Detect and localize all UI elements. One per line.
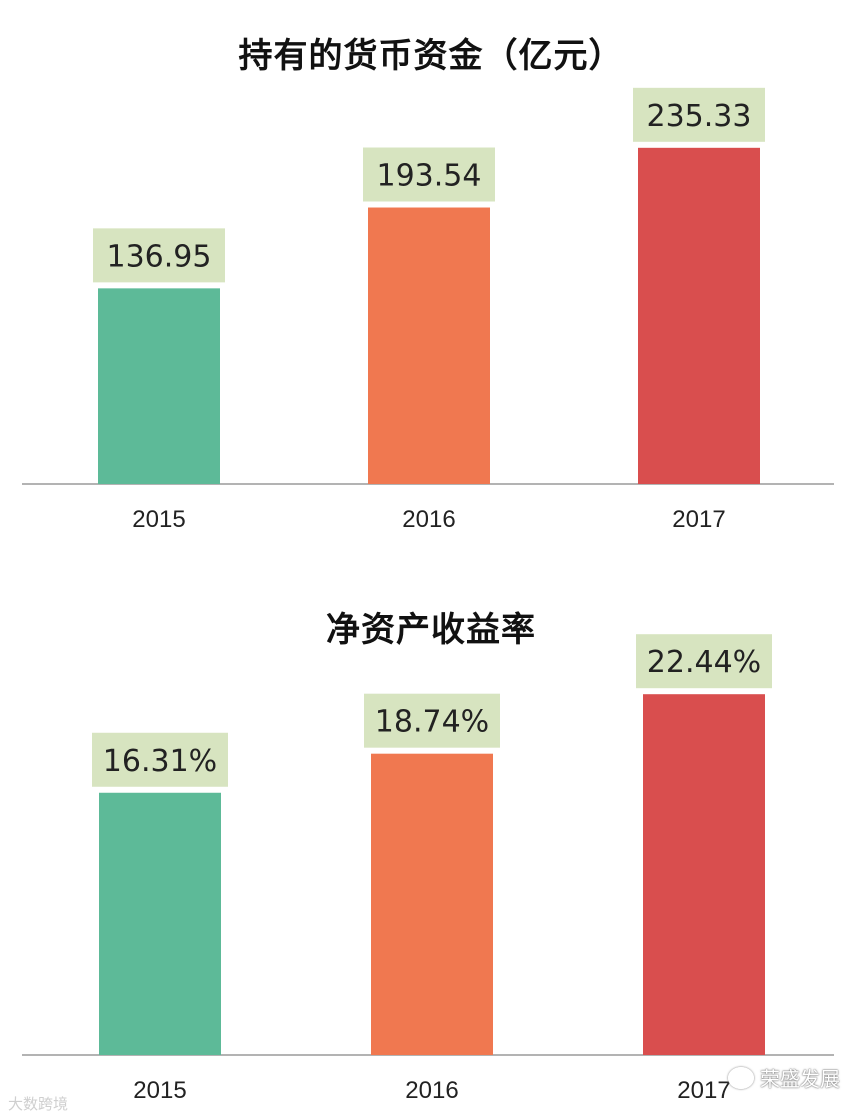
- chart-monetary-funds: 持有的货币资金（亿元） 136.95 2015 193.54 2016 235.33 20…: [22, 36, 834, 533]
- data-label-box: [363, 147, 495, 202]
- bar-2015: [98, 288, 220, 484]
- bar-chart-svg: 16.31% 2015 18.74% 2016 22.44% 2017: [22, 634, 834, 1104]
- data-label-box: [364, 693, 500, 748]
- data-label: 136.95: [107, 239, 212, 274]
- watermark-right: 荣盛发展: [728, 1063, 840, 1092]
- bar-2017: [643, 694, 765, 1055]
- bar-2016: [368, 207, 490, 484]
- data-label-box: [93, 228, 225, 283]
- data-label-box: [636, 634, 772, 689]
- data-label-box: [633, 87, 765, 142]
- data-label: 193.54: [377, 159, 482, 194]
- wechat-icon: [728, 1066, 754, 1089]
- chart-title: 持有的货币资金（亿元）: [238, 36, 624, 76]
- chart-title: 净资产收益率: [326, 610, 536, 650]
- data-label: 16.31%: [103, 744, 217, 779]
- x-tick-label: 2017: [672, 506, 725, 533]
- x-tick-label: 2015: [133, 1077, 186, 1104]
- data-label: 18.74%: [375, 705, 489, 740]
- data-label: 235.33: [647, 99, 752, 134]
- chart-roe: 净资产收益率 16.31% 2015 18.74% 2016 22.44% 2017: [0, 560, 862, 1120]
- x-tick-label: 2016: [405, 1077, 458, 1104]
- watermark-right-text: 荣盛发展: [760, 1067, 840, 1091]
- x-tick-label: 2017: [677, 1077, 730, 1104]
- bar-chart-svg: 136.95 2015 193.54 2016 235.33 2017: [22, 87, 834, 533]
- bar-2016: [371, 753, 493, 1055]
- watermark-left: 大数跨境: [8, 1095, 69, 1113]
- x-tick-label: 2015: [132, 506, 185, 533]
- data-label: 22.44%: [647, 645, 761, 680]
- bar-2017: [638, 147, 760, 485]
- bar-2015: [99, 792, 221, 1055]
- data-label-box: [92, 732, 228, 787]
- x-tick-label: 2016: [402, 506, 455, 533]
